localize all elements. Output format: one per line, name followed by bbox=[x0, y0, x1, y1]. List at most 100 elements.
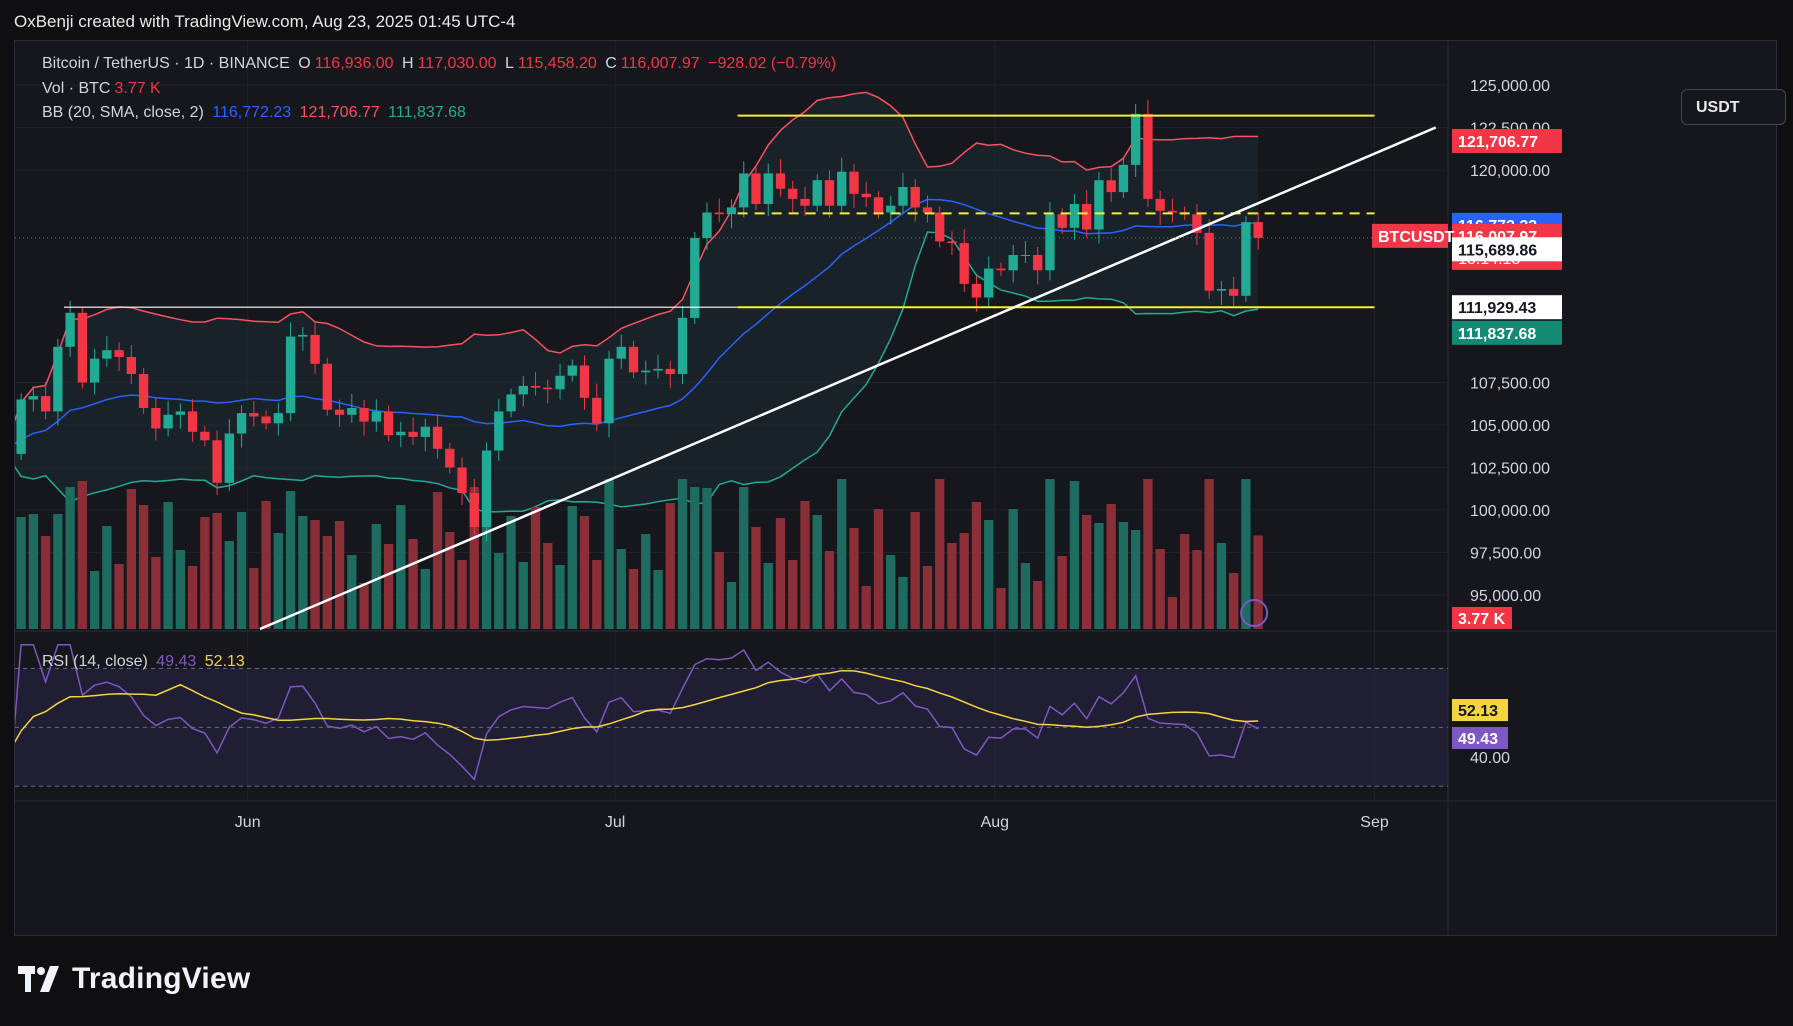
candle-body bbox=[334, 409, 345, 415]
volume-bar bbox=[579, 516, 590, 629]
volume-bar bbox=[1094, 523, 1104, 629]
time-tick-label: Jul bbox=[605, 814, 625, 831]
candle-body bbox=[935, 212, 945, 242]
time-tick-label: Aug bbox=[981, 814, 1009, 831]
volume-bar bbox=[1131, 530, 1141, 629]
candle-body bbox=[702, 212, 712, 238]
volume-bar bbox=[800, 501, 810, 629]
candle-body bbox=[837, 171, 847, 206]
header-caption: OxBenji created with TradingView.com, Au… bbox=[14, 12, 516, 31]
price-tick-label: 105,000.00 bbox=[1470, 418, 1550, 435]
chart-frame: 125,000.00122,500.00120,000.00107,500.00… bbox=[14, 40, 1786, 936]
volume-bar bbox=[359, 583, 369, 629]
legend-rsi-ma: 52.13 bbox=[204, 653, 245, 670]
rsi-ma-label-box bbox=[1452, 699, 1508, 722]
bb-upper-line bbox=[15, 91, 1259, 422]
candle-body bbox=[408, 431, 418, 437]
legend-close: 116,007.97 bbox=[620, 55, 700, 72]
volume-bar bbox=[677, 479, 688, 629]
candle-body bbox=[726, 207, 737, 215]
volume-bar bbox=[922, 566, 933, 629]
legend-low: 115,458.20 bbox=[517, 55, 597, 72]
rsi-value-label-box bbox=[1452, 726, 1508, 749]
candle-body bbox=[359, 408, 369, 422]
volume-bar bbox=[1082, 515, 1092, 629]
volume-bar bbox=[971, 502, 982, 629]
candle-body bbox=[1229, 289, 1239, 296]
volume-bar bbox=[347, 555, 357, 629]
volume-bar bbox=[89, 571, 100, 629]
currency-button[interactable]: USDT bbox=[1681, 89, 1786, 125]
candle-body bbox=[396, 431, 406, 436]
price-tick-label: 125,000.00 bbox=[1470, 78, 1550, 95]
price-tick-label: 102,500.00 bbox=[1470, 461, 1550, 478]
candle-body bbox=[1057, 214, 1067, 228]
candle-body bbox=[824, 180, 835, 206]
time-tick-label: Sep bbox=[1360, 814, 1389, 831]
legend-rsi-label[interactable]: RSI (14, close) bbox=[42, 653, 148, 670]
candle-body bbox=[947, 241, 957, 244]
volume-bar bbox=[824, 551, 835, 629]
candle-body bbox=[1118, 164, 1129, 193]
candle-body bbox=[910, 187, 920, 208]
volume-bar bbox=[861, 586, 871, 629]
volume-bar bbox=[114, 564, 124, 629]
volume-bar bbox=[273, 533, 283, 629]
candle-body bbox=[285, 336, 296, 414]
volume-bar bbox=[151, 557, 161, 629]
volume-bar bbox=[849, 528, 859, 629]
candle-body bbox=[212, 440, 222, 483]
candle-body bbox=[1020, 255, 1031, 256]
price-tick-label: 97,500.00 bbox=[1470, 546, 1541, 563]
candle-body bbox=[322, 363, 332, 410]
volume-bar bbox=[53, 514, 63, 629]
candle-body bbox=[53, 346, 63, 412]
candle-body bbox=[506, 394, 516, 412]
volume-bar bbox=[65, 487, 75, 629]
volume-bar bbox=[751, 527, 761, 629]
candle-body bbox=[555, 375, 565, 390]
volume-bar bbox=[604, 479, 614, 629]
volume-bar bbox=[1241, 479, 1251, 629]
volume-bar bbox=[1155, 549, 1165, 629]
candle-body bbox=[273, 413, 283, 424]
candle-body bbox=[224, 433, 234, 483]
candle-body bbox=[518, 385, 528, 395]
candle-body bbox=[16, 399, 26, 454]
candle-body bbox=[457, 467, 467, 493]
volume-bar bbox=[1192, 550, 1202, 629]
candle-body bbox=[861, 193, 871, 198]
volume-bar bbox=[1229, 573, 1239, 629]
candle-body bbox=[249, 413, 259, 417]
candle-body bbox=[383, 411, 394, 436]
volume-bar bbox=[935, 479, 945, 629]
legend-symbol[interactable]: Bitcoin / TetherUS · 1D · BINANCE bbox=[42, 55, 290, 72]
volume-bar bbox=[310, 520, 320, 629]
legend-vol-label[interactable]: Vol · BTC bbox=[42, 80, 111, 97]
candle-body bbox=[420, 426, 430, 437]
volume-bar bbox=[200, 517, 210, 629]
trendline bbox=[259, 126, 1437, 631]
legend-low-label: L bbox=[504, 55, 514, 72]
volume-bar bbox=[1253, 535, 1263, 629]
volume-bar bbox=[396, 505, 406, 629]
price-label-text: 121,706.77 bbox=[1458, 134, 1538, 151]
price-label-text: 111,929.43 bbox=[1458, 300, 1536, 317]
tradingview-logo-icon bbox=[18, 966, 59, 992]
volume-bar bbox=[653, 570, 663, 629]
candle-body bbox=[432, 426, 443, 449]
legend-bb-label[interactable]: BB (20, SMA, close, 2) bbox=[42, 104, 204, 121]
candle-body bbox=[1094, 180, 1104, 230]
volume-bar bbox=[873, 509, 884, 629]
volume-bar bbox=[788, 560, 798, 629]
volume-bar bbox=[1216, 543, 1227, 629]
volume-bar bbox=[1106, 504, 1116, 629]
legend-volume: Vol · BTC 3.77 K bbox=[42, 80, 165, 98]
candle-body bbox=[65, 312, 75, 347]
volume-bar bbox=[138, 505, 149, 629]
candle-body bbox=[1069, 204, 1080, 228]
price-chart[interactable]: 125,000.00122,500.00120,000.00107,500.00… bbox=[15, 41, 1776, 935]
volume-bar bbox=[506, 516, 516, 629]
volume-bar bbox=[445, 532, 455, 629]
candle-body bbox=[261, 416, 271, 424]
